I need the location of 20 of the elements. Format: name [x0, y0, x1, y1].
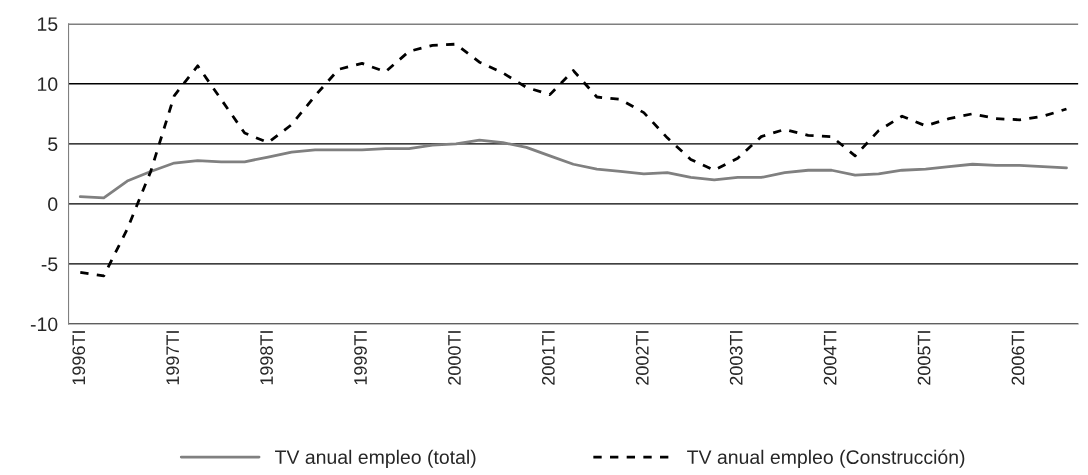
legend-label: TV anual empleo (total)	[275, 449, 476, 468]
x-tick-label: 1996TI	[72, 331, 86, 385]
x-tick-label: 2000TI	[448, 331, 461, 385]
y-tick-label: 15	[37, 17, 58, 31]
y-tick-label: -10	[30, 317, 58, 332]
x-tick-label: 2006TI	[1011, 331, 1025, 385]
y-tick-label: 0	[48, 197, 58, 212]
x-tick-label: 2003TI	[729, 331, 743, 385]
y-tick-label: 5	[48, 137, 58, 152]
x-tick-label: 2004TI	[823, 331, 837, 385]
x-tick-label: 1999TI	[354, 331, 367, 385]
y-tick-label: 10	[37, 77, 58, 92]
x-tick-label: 2001TI	[541, 331, 555, 385]
x-tick-label: 1997TI	[166, 331, 180, 385]
y-tick-label: -5	[41, 257, 58, 272]
line-series	[78, 138, 1068, 200]
x-tick-label: 2002TI	[635, 331, 649, 385]
x-tick-label: 1998TI	[260, 331, 273, 385]
legend-label: TV anual empleo (Construcción)	[687, 449, 965, 468]
x-tick-label: 2005TI	[917, 331, 931, 385]
